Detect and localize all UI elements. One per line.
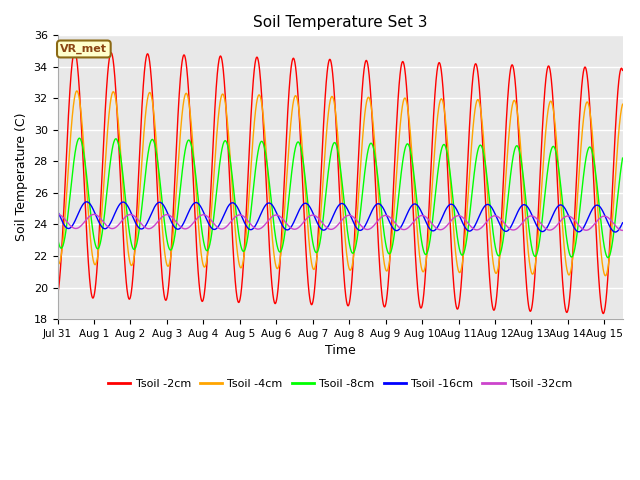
Tsoil -4cm: [118, 172, 126, 178]
Title: Soil Temperature Set 3: Soil Temperature Set 3: [253, 15, 428, 30]
Tsoil -8cm: [54, 235, 61, 240]
Tsoil -4cm: [547, 98, 555, 104]
Tsoil -32cm: [619, 228, 627, 233]
Line: Tsoil -4cm: Tsoil -4cm: [58, 91, 623, 276]
Tsoil -4cm: [608, 226, 616, 231]
Tsoil -16cm: [54, 208, 61, 214]
Tsoil -16cm: [295, 208, 303, 214]
Tsoil -2cm: [54, 292, 61, 298]
Tsoil -2cm: [619, 68, 627, 73]
Tsoil -16cm: [152, 202, 159, 208]
Tsoil -8cm: [152, 146, 159, 152]
Tsoil -8cm: [608, 243, 616, 249]
Tsoil -8cm: [118, 166, 126, 171]
Tsoil -2cm: [295, 107, 303, 112]
Tsoil -8cm: [295, 140, 303, 145]
Tsoil -8cm: [271, 226, 278, 232]
Text: VR_met: VR_met: [60, 44, 108, 54]
Tsoil -2cm: [547, 72, 555, 78]
Tsoil -8cm: [76, 135, 83, 141]
Tsoil -2cm: [71, 49, 79, 55]
Tsoil -4cm: [619, 101, 627, 107]
Line: Tsoil -2cm: Tsoil -2cm: [58, 52, 623, 313]
Tsoil -2cm: [152, 153, 159, 159]
X-axis label: Time: Time: [324, 344, 355, 357]
Tsoil -8cm: [547, 149, 555, 155]
Legend: Tsoil -2cm, Tsoil -4cm, Tsoil -8cm, Tsoil -16cm, Tsoil -32cm: Tsoil -2cm, Tsoil -4cm, Tsoil -8cm, Tsoi…: [103, 374, 577, 393]
Tsoil -4cm: [54, 260, 61, 265]
Tsoil -16cm: [547, 217, 555, 223]
Tsoil -32cm: [547, 227, 554, 233]
Tsoil -4cm: [271, 255, 278, 261]
Tsoil -16cm: [83, 199, 91, 204]
Tsoil -32cm: [270, 213, 278, 218]
Tsoil -32cm: [118, 218, 126, 224]
Line: Tsoil -32cm: Tsoil -32cm: [58, 214, 623, 230]
Tsoil -32cm: [295, 225, 303, 230]
Tsoil -16cm: [611, 229, 619, 235]
Tsoil -8cm: [604, 255, 612, 261]
Tsoil -4cm: [152, 131, 159, 137]
Tsoil -16cm: [118, 199, 126, 205]
Tsoil -2cm: [118, 213, 126, 219]
Tsoil -16cm: [608, 227, 616, 232]
Tsoil -4cm: [295, 107, 303, 112]
Tsoil -16cm: [619, 220, 627, 226]
Line: Tsoil -16cm: Tsoil -16cm: [58, 202, 623, 232]
Tsoil -32cm: [607, 218, 615, 224]
Tsoil -8cm: [619, 155, 627, 161]
Tsoil -32cm: [152, 221, 159, 227]
Tsoil -4cm: [602, 273, 609, 278]
Tsoil -32cm: [54, 211, 61, 217]
Line: Tsoil -8cm: Tsoil -8cm: [58, 138, 623, 258]
Tsoil -4cm: [73, 88, 81, 94]
Tsoil -16cm: [271, 205, 278, 211]
Tsoil -2cm: [599, 311, 607, 316]
Tsoil -2cm: [271, 300, 278, 305]
Tsoil -2cm: [608, 199, 616, 205]
Y-axis label: Soil Temperature (C): Soil Temperature (C): [15, 113, 28, 241]
